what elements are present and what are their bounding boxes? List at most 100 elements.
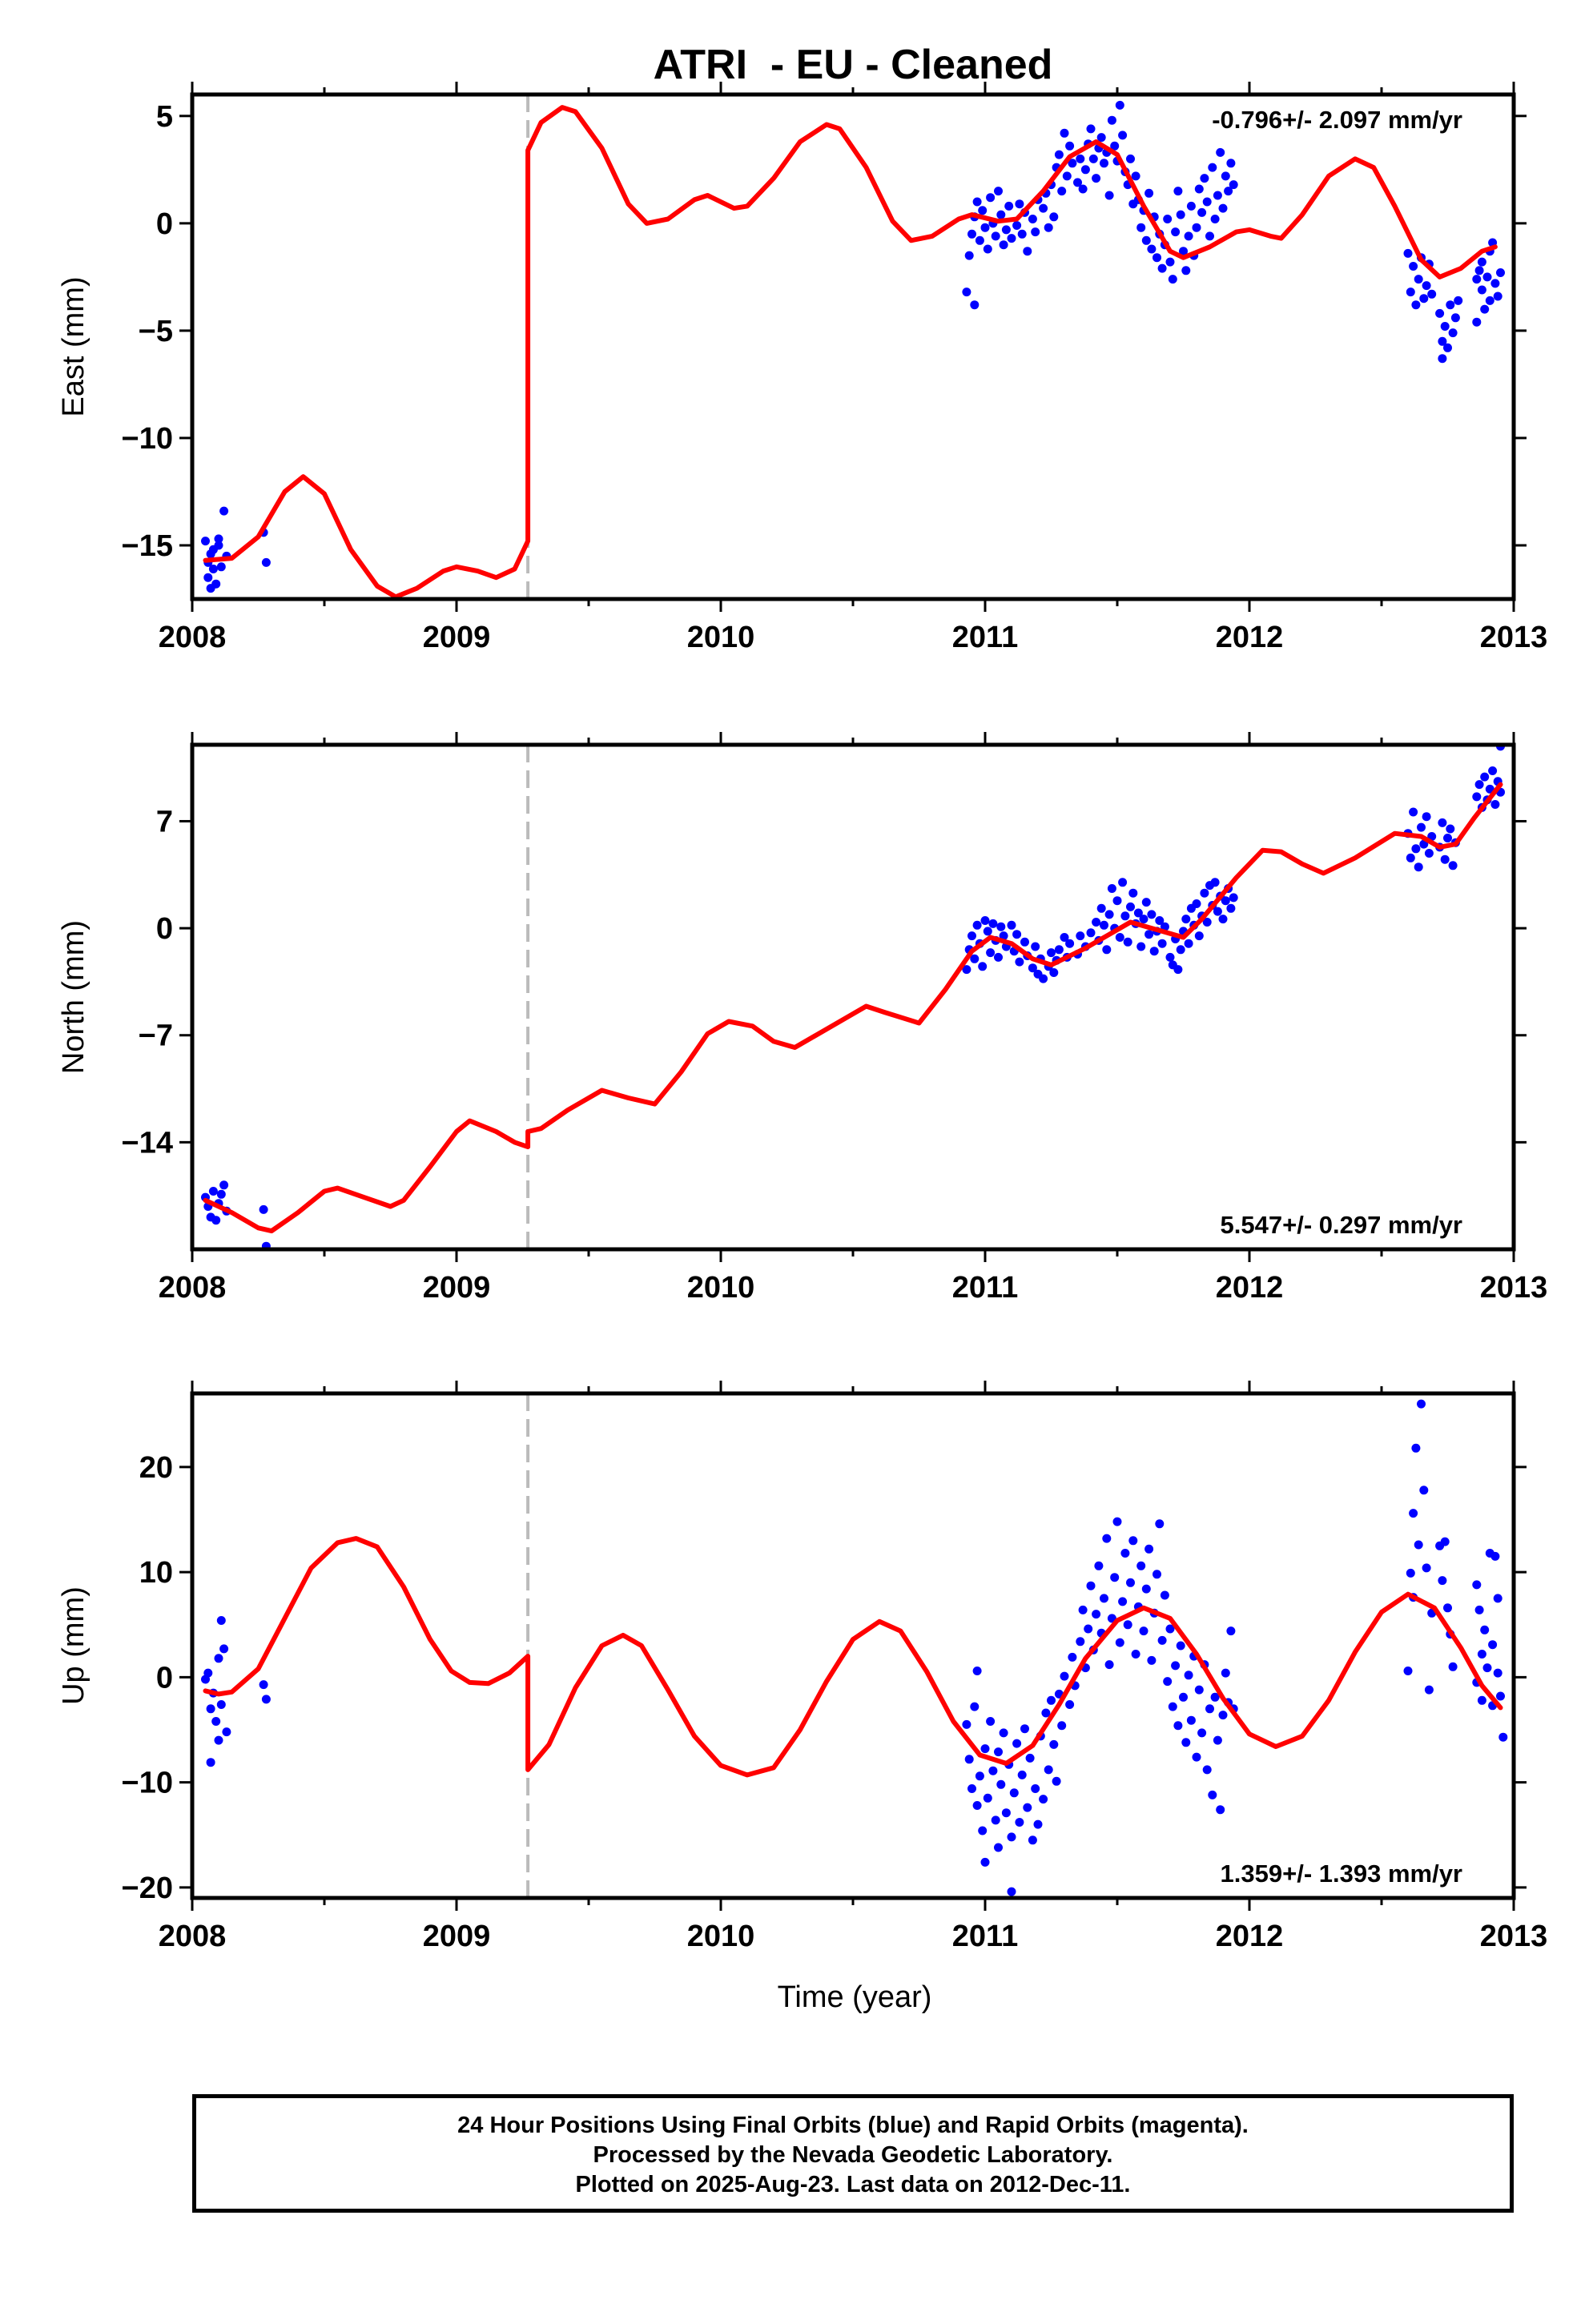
up-data-point: [1409, 1509, 1418, 1518]
east-data-point: [1482, 272, 1492, 282]
north-data-point: [1218, 915, 1228, 924]
east-data-point: [1100, 159, 1108, 168]
east-data-point: [1023, 247, 1032, 256]
north-data-point: [1120, 911, 1130, 921]
east-data-point: [219, 506, 229, 516]
east-data-point: [216, 562, 226, 572]
north-data-point: [1221, 896, 1230, 906]
up-data-point: [975, 1771, 984, 1781]
north-data-point: [1229, 893, 1238, 903]
up-x-tick-label: 2009: [423, 1920, 491, 1953]
east-data-point: [1171, 227, 1181, 237]
north-data-point: [1417, 822, 1426, 832]
north-data-point: [1480, 772, 1490, 782]
up-data-point: [1186, 1715, 1196, 1725]
north-data-point: [1474, 780, 1484, 790]
north-data-point: [1490, 800, 1500, 809]
north-data-point: [980, 916, 990, 925]
east-data-point: [967, 229, 976, 239]
up-model-line: [203, 1536, 1503, 1778]
east-data-point: [1153, 253, 1161, 263]
east-data-point: [1454, 296, 1463, 305]
up-data-point: [991, 1815, 1000, 1825]
up-data-point: [996, 1779, 1006, 1789]
north-panel: 2008 2009 2010 2011 2012 2013 7 0 −7 −14 North (mm…: [57, 732, 1547, 1305]
up-plot-area: [201, 1399, 1508, 1896]
up-data-point: [1047, 1695, 1056, 1705]
figure-title: ATRI - EU - Cleaned: [654, 42, 1053, 88]
north-data-point: [1128, 888, 1138, 898]
north-rate-label: 5.547+/- 0.297 mm/yr: [1221, 1211, 1462, 1239]
east-data-point: [203, 573, 213, 582]
east-data-point: [1438, 336, 1447, 346]
north-data-point: [1210, 878, 1220, 887]
up-x-tick-label: 2008: [159, 1920, 227, 1953]
east-data-point: [1168, 275, 1177, 284]
up-data-point: [1009, 1788, 1019, 1798]
east-data-point: [1210, 215, 1220, 223]
up-data-point: [1482, 1663, 1492, 1673]
up-data-point: [1065, 1700, 1075, 1709]
east-data-point: [201, 537, 210, 546]
up-data-point: [1226, 1626, 1236, 1636]
east-data-point: [1450, 313, 1460, 323]
east-data-point: [1039, 203, 1048, 213]
east-data-point: [1136, 223, 1146, 232]
up-data-point: [1112, 1517, 1122, 1526]
up-data-point: [1023, 1803, 1032, 1812]
north-data-point: [1472, 792, 1482, 802]
up-data-point: [1015, 1818, 1024, 1827]
north-data-point: [211, 1216, 221, 1225]
up-data-point: [1488, 1640, 1498, 1650]
north-data-point: [1054, 945, 1064, 955]
up-data-point: [1060, 1671, 1069, 1681]
east-data-point: [1218, 203, 1228, 213]
east-data-point: [1213, 191, 1222, 200]
north-data-point: [983, 927, 992, 936]
up-data-point: [1474, 1605, 1484, 1614]
east-data-point: [980, 223, 990, 232]
north-data-point: [1173, 965, 1183, 975]
up-data-point: [986, 1717, 996, 1726]
up-data-point: [1157, 1635, 1167, 1645]
north-data-point: [1157, 939, 1167, 948]
north-x-tick-label: 2010: [687, 1271, 755, 1305]
east-data-point: [1086, 124, 1096, 134]
north-data-point: [1065, 939, 1075, 948]
up-data-point: [1086, 1581, 1096, 1590]
east-y-tick-label: 5: [156, 100, 173, 134]
up-data-point: [1202, 1765, 1212, 1775]
east-data-point: [1435, 308, 1445, 318]
east-frame: [190, 92, 1516, 601]
east-y-axis-label: East (mm): [57, 276, 91, 416]
north-frame: [190, 742, 1516, 1252]
up-data-point: [999, 1728, 1008, 1738]
north-x-tick-label: 2009: [423, 1271, 491, 1305]
east-data-point: [1001, 225, 1011, 235]
east-data-point: [1200, 174, 1209, 183]
up-data-point: [972, 1801, 982, 1810]
up-data-point: [1411, 1443, 1421, 1453]
north-data-point: [1133, 908, 1143, 918]
x-axis-label: Time (year): [778, 1980, 932, 2014]
up-data-point: [1179, 1692, 1188, 1702]
north-data-point: [1155, 916, 1165, 925]
east-data-point: [1205, 231, 1214, 241]
up-data-point: [1039, 1795, 1048, 1804]
up-data-point: [1144, 1544, 1154, 1554]
north-data-point: [1118, 878, 1128, 887]
north-data-point: [1446, 824, 1455, 834]
up-data-point: [1031, 1784, 1040, 1793]
north-data-point: [1409, 807, 1418, 817]
footer-line-2: Processed by the Nevada Geodetic Laborat…: [593, 2142, 1113, 2168]
east-data-point: [1057, 187, 1067, 196]
up-data-point: [222, 1727, 231, 1737]
north-x-tick-label: 2008: [159, 1271, 227, 1305]
up-rate-label: 1.359+/- 1.393 mm/yr: [1221, 1860, 1462, 1888]
east-plot-area: [201, 100, 1505, 599]
east-x-tick-label: 2008: [159, 621, 227, 654]
north-data-point: [1086, 928, 1096, 938]
north-y-tick-label: 0: [156, 912, 173, 946]
up-data-point: [1173, 1721, 1183, 1731]
east-data-point: [1028, 215, 1037, 223]
